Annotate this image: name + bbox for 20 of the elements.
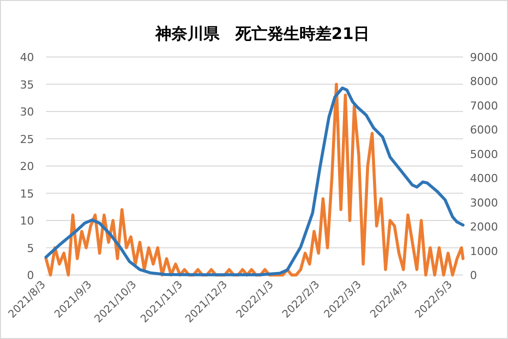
y2-tick-label: 3000: [470, 196, 498, 210]
y2-tick-label: 4000: [470, 172, 498, 186]
y2-tick-label: 2000: [470, 220, 498, 234]
y-tick-label: 5: [27, 242, 34, 255]
y-tick-label: 10: [20, 214, 34, 228]
chart-title: 神奈川県 死亡発生時差21日: [154, 24, 370, 43]
y2-tick-label: 0: [470, 269, 477, 282]
y-tick-label: 25: [20, 132, 34, 146]
y2-tick-label: 7000: [470, 99, 498, 112]
y2-tick-label: 6000: [470, 124, 498, 137]
y2-tick-label: 9000: [470, 51, 498, 64]
y-tick-label: 30: [20, 106, 34, 118]
y-tick-label: 35: [20, 78, 34, 92]
y-tick-label: 20: [20, 160, 34, 173]
y-tick-label: 15: [20, 187, 34, 200]
y2-tick-label: 5000: [470, 148, 498, 161]
y2-tick-label: 1000: [470, 244, 498, 258]
y-tick-label: 0: [27, 269, 34, 282]
y2-tick-label: 8000: [470, 75, 498, 88]
y-tick-label: 40: [20, 51, 34, 64]
